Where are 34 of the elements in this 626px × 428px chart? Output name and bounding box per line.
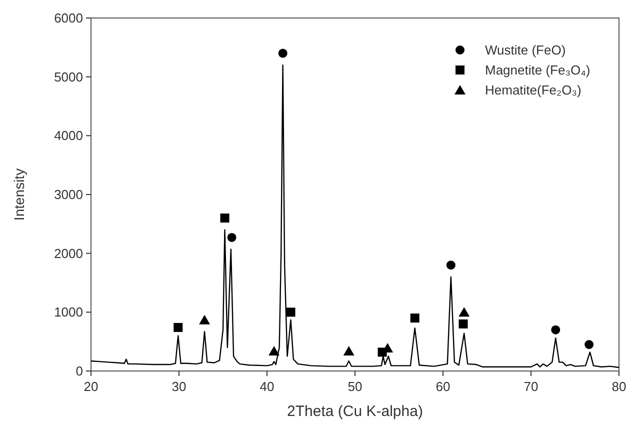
x-tick-label: 50 (348, 379, 362, 394)
legend-label: Hematite(Fe₂O₃) (485, 82, 582, 98)
point (446, 260, 456, 270)
point (278, 48, 288, 58)
point (458, 319, 468, 328)
y-tick-label: 4000 (54, 128, 83, 144)
y-tick-label: 1000 (54, 304, 83, 320)
point (551, 325, 560, 334)
point (286, 308, 296, 317)
point (174, 322, 183, 332)
x-tick-label: 40 (260, 379, 274, 394)
y-tick-label: 2000 (54, 246, 83, 261)
point (220, 214, 230, 223)
y-tick-label: 6000 (54, 10, 83, 26)
point (410, 314, 420, 323)
point (268, 346, 280, 356)
point (584, 340, 594, 350)
point (227, 232, 236, 242)
line-series (90, 64, 620, 368)
y-axis-title: Intensity (11, 168, 27, 221)
x-tick-label: 70 (524, 379, 538, 394)
point (458, 307, 470, 317)
x-tick-label: 60 (436, 379, 450, 394)
x-tick-label: 30 (172, 379, 186, 394)
point (199, 314, 210, 324)
x-tick-label: 80 (612, 379, 626, 394)
x-tick-label: 20 (84, 379, 98, 394)
legend-label: Wustite (FeO) (485, 42, 566, 58)
y-tick-label: 5000 (54, 69, 83, 84)
y-tick-label: 0 (76, 364, 83, 379)
legend-label: Magnetite (Fe₃O₄) (485, 62, 590, 78)
point (343, 346, 354, 356)
y-tick-label: 3000 (54, 187, 83, 202)
x-axis-title: 2Theta (Cu K-alpha) (287, 403, 423, 420)
